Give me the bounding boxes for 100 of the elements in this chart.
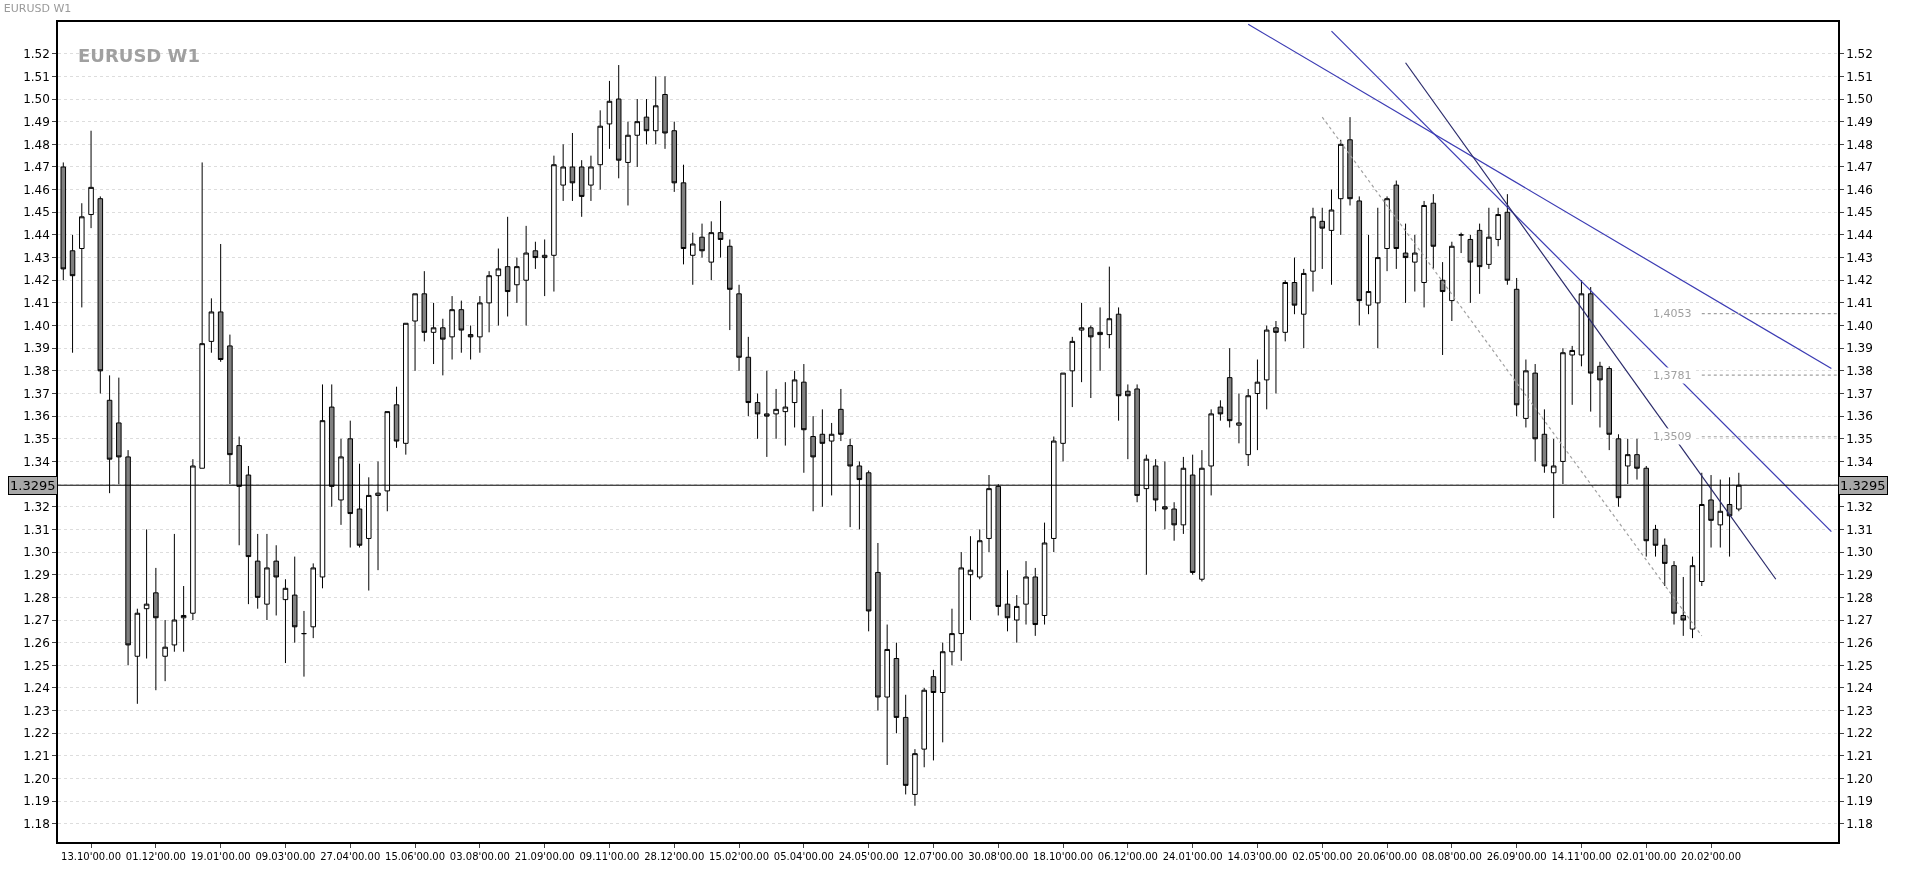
- y2-tick-label: 1.23: [1846, 703, 1873, 718]
- y-tick-label: 1.32: [23, 499, 50, 514]
- y2-tick-label: 1.45: [1846, 205, 1873, 220]
- y-tick-label: 1.35: [23, 432, 50, 446]
- y2-tick-label: 1.24: [1846, 681, 1873, 696]
- y-tick-label: 1.21: [23, 749, 50, 764]
- y2-tick-label: 1.20: [1846, 771, 1873, 786]
- y-tick-label: 1.19: [23, 794, 50, 809]
- y-tick-label: 1.38: [23, 364, 50, 379]
- y-tick-label: 1.36: [23, 409, 50, 424]
- y-tick-label: 1.47: [23, 160, 50, 175]
- y2-tick-label: 1.22: [1846, 726, 1873, 741]
- y2-tick-label: 1.44: [1846, 228, 1873, 243]
- x-tick-label: 21.09'00.00: [514, 850, 575, 862]
- x-tick-label: 14.03'00.00: [1227, 850, 1288, 862]
- y2-tick-label: 1.50: [1846, 92, 1873, 107]
- y2-tick-label: 1.35: [1846, 432, 1873, 446]
- y2-tick-label: 1.49: [1846, 114, 1873, 129]
- y-tick-label: 1.49: [23, 114, 50, 129]
- x-tick-label: 09.11'00.00: [579, 850, 640, 862]
- y-tick-label: 1.25: [23, 658, 50, 673]
- series-label: 1,3509: [1653, 430, 1692, 443]
- y-tick-label: 1.44: [23, 228, 50, 243]
- chart-title: EURUSD W1: [3, 2, 72, 16]
- y2-tick-label: 1.48: [1846, 137, 1873, 152]
- x-tick-label: 02.01'00.00: [1616, 850, 1677, 862]
- y-tick-label: 1.40: [23, 318, 50, 333]
- ref-line-label: 1.3295: [1840, 478, 1886, 493]
- y2-tick-label: 1.52: [1846, 46, 1873, 61]
- x-tick-label: 13.10'00.00: [61, 850, 122, 862]
- x-tick-label: 24.01'00.00: [1162, 850, 1223, 862]
- y-tick-label: 1.50: [23, 92, 50, 107]
- y-tick-label: 1.46: [23, 182, 50, 197]
- y2-tick-label: 1.21: [1846, 749, 1873, 764]
- y-tick-label: 1.45: [23, 205, 50, 220]
- y-tick-label: 1.26: [23, 635, 50, 650]
- y2-tick-label: 1.18: [1846, 817, 1873, 832]
- x-tick-label: 06.12'00.00: [1097, 850, 1158, 862]
- y2-tick-label: 1.36: [1846, 409, 1873, 424]
- y2-tick-label: 1.40: [1846, 318, 1873, 333]
- y-tick-label: 1.28: [23, 590, 50, 605]
- y-tick-label: 1.29: [23, 567, 50, 582]
- y2-tick-label: 1.31: [1846, 522, 1873, 537]
- x-tick-label: 19.01'00.00: [190, 850, 251, 862]
- y2-tick-label: 1.38: [1846, 364, 1873, 379]
- y2-tick-label: 1.29: [1846, 567, 1873, 582]
- y-tick-label: 1.43: [23, 250, 50, 265]
- y-tick-label: 1.41: [23, 296, 50, 311]
- x-tick-label: 02.05'00.00: [1292, 850, 1353, 862]
- x-tick-label: 20.02'00.00: [1681, 850, 1742, 862]
- y2-tick-label: 1.47: [1846, 160, 1873, 175]
- y-tick-label: 1.23: [23, 703, 50, 718]
- y2-tick-label: 1.27: [1846, 613, 1873, 628]
- x-tick-label: 15.02'00.00: [709, 850, 770, 862]
- x-tick-label: 20.06'00.00: [1357, 850, 1418, 862]
- series-label: 1,4053: [1653, 307, 1692, 320]
- x-tick-label: 01.12'00.00: [125, 850, 186, 862]
- y2-tick-label: 1.41: [1846, 296, 1873, 311]
- y-tick-label: 1.18: [23, 817, 50, 832]
- y-tick-label: 1.22: [23, 726, 50, 741]
- y2-tick-label: 1.42: [1846, 273, 1873, 288]
- y-tick-label: 1.34: [23, 454, 50, 469]
- y-tick-label: 1.27: [23, 613, 50, 628]
- y2-tick-label: 1.30: [1846, 545, 1873, 560]
- x-tick-label: 08.08'00.00: [1421, 850, 1482, 862]
- x-tick-label: 27.04'00.00: [320, 850, 381, 862]
- x-tick-label: 30.08'00.00: [968, 850, 1029, 862]
- x-tick-label: 09.03'00.00: [255, 850, 316, 862]
- y-tick-label: 1.30: [23, 545, 50, 560]
- y2-tick-label: 1.43: [1846, 250, 1873, 265]
- y2-tick-label: 1.26: [1846, 635, 1873, 650]
- y-tick-label: 1.52: [23, 46, 50, 61]
- x-tick-label: 14.11'00.00: [1551, 850, 1612, 862]
- x-tick-label: 05.04'00.00: [773, 850, 834, 862]
- y-tick-label: 1.51: [23, 69, 50, 84]
- x-tick-label: 26.09'00.00: [1486, 850, 1547, 862]
- text: EURUSD W1: [78, 45, 200, 66]
- y2-tick-label: 1.25: [1846, 658, 1873, 673]
- y2-tick-label: 1.34: [1846, 454, 1873, 469]
- x-tick-label: 28.12'00.00: [644, 850, 705, 862]
- y2-tick-label: 1.32: [1846, 499, 1873, 514]
- y-tick-label: 1.42: [23, 273, 50, 288]
- y2-tick-label: 1.28: [1846, 590, 1873, 605]
- y2-tick-label: 1.37: [1846, 386, 1873, 401]
- x-tick-label: 24.05'00.00: [838, 850, 899, 862]
- y-tick-label: 1.24: [23, 681, 50, 696]
- text: 1.3295: [10, 478, 56, 493]
- y2-tick-label: 1.51: [1846, 69, 1873, 84]
- x-tick-label: 18.10'00.00: [1033, 850, 1094, 862]
- x-tick-label: 03.08'00.00: [449, 850, 510, 862]
- x-tick-label: 12.07'00.00: [903, 850, 964, 862]
- y-tick-label: 1.48: [23, 137, 50, 152]
- y-tick-label: 1.31: [23, 522, 50, 537]
- y2-tick-label: 1.46: [1846, 182, 1873, 197]
- y2-tick-label: 1.39: [1846, 341, 1873, 356]
- x-tick-label: 15.06'00.00: [385, 850, 446, 862]
- y2-tick-label: 1.19: [1846, 794, 1873, 809]
- series-label: 1,3781: [1653, 369, 1692, 382]
- y-tick-label: 1.20: [23, 771, 50, 786]
- y-tick-label: 1.37: [23, 386, 50, 401]
